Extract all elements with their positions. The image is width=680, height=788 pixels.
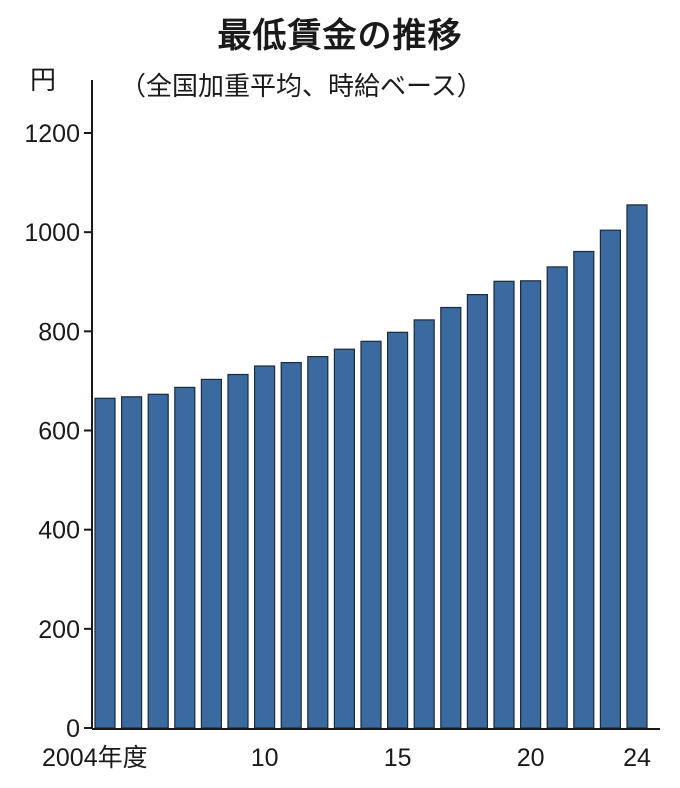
y-tick-label: 200 — [38, 616, 80, 644]
y-tick-label: 1200 — [24, 120, 80, 148]
chart-subtitle: （全国加重平均、時給ベース） — [120, 72, 483, 102]
bar-2022 — [573, 250, 595, 729]
bar-2009 — [227, 373, 249, 729]
chart-title: 最低賃金の推移 — [217, 16, 463, 56]
bar-2014 — [360, 340, 382, 729]
bar-2019 — [493, 280, 515, 729]
bar-2015 — [387, 331, 409, 729]
bar-2017 — [440, 306, 462, 729]
x-tick-label: 24 — [623, 744, 651, 772]
bars — [94, 204, 648, 729]
bar-2020 — [519, 280, 542, 729]
bar-2024 — [626, 204, 648, 729]
x-axis: 2004年度 10 15 20 24 — [42, 728, 660, 772]
bar-2008 — [200, 378, 222, 729]
bar-2006 — [147, 393, 169, 729]
bar-2010 — [254, 365, 276, 729]
x-tick-label: 20 — [517, 744, 545, 772]
x-tick-label: 15 — [384, 744, 412, 772]
bar-2007 — [174, 386, 196, 729]
bar-2021 — [546, 266, 568, 729]
bar-2018 — [466, 294, 488, 729]
bar-2012 — [307, 356, 329, 729]
bar-2004 — [94, 397, 116, 729]
y-axis: 0 200 400 600 800 1000 1200 — [24, 80, 93, 743]
bar-2013 — [333, 348, 355, 729]
x-tick-label: 2004年度 — [42, 744, 148, 772]
x-tick-label: 10 — [251, 744, 279, 772]
y-tick-label: 800 — [38, 318, 80, 346]
y-tick-label: 1000 — [24, 219, 80, 247]
y-tick-label: 600 — [38, 418, 80, 446]
bar-2011 — [280, 362, 302, 729]
y-tick-label: 400 — [38, 517, 80, 545]
y-tick-label: 0 — [66, 715, 80, 743]
y-axis-unit: 円 — [30, 66, 57, 96]
bar-2016 — [413, 319, 435, 729]
bar-2023 — [599, 229, 622, 729]
bar-2005 — [120, 396, 143, 729]
